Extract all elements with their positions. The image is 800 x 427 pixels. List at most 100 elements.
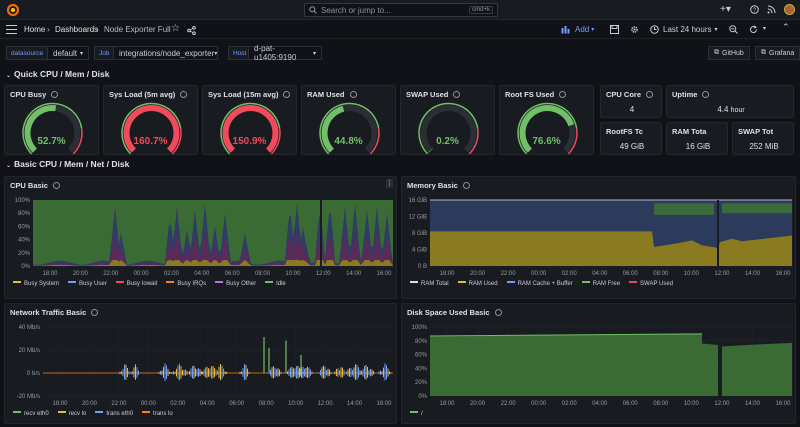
gear-icon[interactable] [630,25,639,34]
info-icon[interactable] [349,91,357,98]
x-tick-label: 14:00 [346,271,362,277]
save-icon[interactable] [610,25,619,34]
row-title-basic[interactable]: ⌄ Basic CPU / Mem / Net / Disk [6,159,129,169]
breadcrumb-dashboards[interactable]: Dashboards [55,25,99,34]
gauge-value: 44.8% [334,136,363,147]
x-tick-label: 18:00 [439,271,455,277]
legend-item[interactable]: Busy Other [215,281,256,287]
search-input[interactable]: Search or jump to... cmd+k [304,3,498,17]
x-tick-label: 18:00 [52,401,68,407]
disk-chart[interactable]: 100% 80% 60% 40% 20% 0% 18:00 20:00 22:00 00:00 02… [402,318,797,418]
panel-network-traffic[interactable]: Network Traffic Basic 40 Mb/s 20 Mb/s 0 b/… [4,303,397,424]
legend-item[interactable]: RAM Cache + Buffer [506,281,573,287]
legend-item[interactable]: / [410,411,423,417]
x-tick-label: 10:00 [684,271,700,277]
variable-select-datasource[interactable]: default ▾ [47,46,89,60]
legend-item[interactable]: Idle [265,281,286,287]
info-icon[interactable] [646,91,654,98]
x-tick-label: 20:00 [73,271,89,277]
y-tick-label: 0 b/s [27,371,40,377]
avatar[interactable] [784,4,795,15]
cpu-chart[interactable]: 100% 80% 60% 40% 20% 0% 18:00 20:00 22:00 00:00 02… [5,191,398,291]
menu-icon[interactable] [6,25,17,34]
x-tick-label: 08:00 [255,271,271,277]
gauge-title: SWAP Used [406,90,461,99]
legend-item[interactable]: Busy System [13,281,59,287]
panel-memory-basic[interactable]: Memory Basic 16 GiB 12 GiB 8 GiB 4 GiB 0 B 18… [401,176,796,299]
legend-swatch [581,281,590,283]
add-button-label: Add [575,24,590,34]
info-icon[interactable] [462,182,470,189]
github-link[interactable]: ⧉ GitHub [708,46,750,60]
info-icon[interactable] [702,91,710,98]
x-tick-label: 00:00 [531,401,547,407]
info-icon[interactable] [52,182,60,189]
legend-item[interactable]: Busy User [68,281,107,287]
legend-swatch [115,281,124,283]
info-icon[interactable] [283,91,291,98]
help-icon[interactable]: ? [750,5,759,14]
time-range-picker[interactable]: Last 24 hours ▾ [650,23,718,36]
legend-label: trans lo [153,411,173,417]
legend-item[interactable]: trans lo [142,411,173,417]
x-tick-label: 12:00 [316,271,332,277]
variable-value-job: integrations/node_exporter [119,48,215,58]
stat-value: 16 GiB [685,142,711,151]
variable-select-host[interactable]: d-pat-u1405:9190 ▾ [248,44,322,62]
info-icon[interactable] [494,309,502,316]
legend-item[interactable]: RAM Used [457,281,498,287]
info-icon[interactable] [180,91,188,98]
row-title-quick[interactable]: ⌄ Quick CPU / Mem / Disk [6,69,109,79]
legend-item[interactable]: recv eth0 [13,411,49,417]
y-tick-label: 100% [412,325,428,331]
gauge-value: 52.7% [37,136,66,147]
legend-item[interactable]: SWAP Used [629,281,673,287]
stat-title: RAM Tota [672,127,707,136]
panel-cpu-basic[interactable]: CPU Basic ⋮ 100% 80% 60% 40% 20% 0% 18:00 20:00… [4,176,397,299]
info-icon[interactable] [91,309,99,316]
info-icon[interactable] [559,91,567,98]
gauge-title: Root FS Used [505,90,567,99]
legend-swatch [506,281,515,283]
legend-label: Busy Other [226,281,257,287]
chevron-down-icon[interactable]: ▾ [763,26,767,32]
legend-item[interactable]: RAM Total [410,281,449,287]
star-icon[interactable]: ☆ [171,23,180,34]
add-button[interactable]: Add ▾ [561,22,594,36]
search-shortcut: cmd+k [469,6,493,14]
collapse-chevron-icon[interactable]: ⌃ [782,22,790,32]
gauge-value: 0.2% [436,136,459,147]
rss-icon[interactable] [767,5,776,14]
zoom-out-icon[interactable] [729,25,738,34]
legend-item[interactable]: RAM Free [581,281,620,287]
legend-item[interactable]: Busy IRQs [166,281,206,287]
chevron-down-icon: ⌄ [6,73,12,79]
info-icon[interactable] [453,91,461,98]
legend-item[interactable]: recv lo [57,411,86,417]
x-tick-label: 02:00 [164,271,180,277]
refresh-icon[interactable] [749,25,758,34]
grafana-logo-icon[interactable] [6,3,20,17]
panel-disk-space[interactable]: Disk Space Used Basic 100% 80% 60% 40% 20% 0%… [401,303,796,424]
chart-legend: / [410,411,423,417]
network-chart[interactable]: 40 Mb/s 20 Mb/s 0 b/s -20 Mb/s 18:00 20:00 22:… [5,318,398,418]
panel-menu-icon[interactable]: ⋮ [386,179,393,188]
grafana-link[interactable]: ⧉ Grafana [755,46,800,60]
breadcrumb-home[interactable]: Home [24,25,46,34]
legend-swatch [166,281,175,283]
memory-chart[interactable]: 16 GiB 12 GiB 8 GiB 4 GiB 0 B 18:00 20:00 22:00… [402,191,797,291]
gauge-threshold-green [418,102,479,155]
share-icon[interactable] [187,26,196,35]
gauge-threshold-red [72,128,83,155]
x-tick-label: 04:00 [194,271,210,277]
new-plus-icon[interactable]: +▾ [720,4,731,15]
gauge-arc [319,102,380,155]
variable-select-job[interactable]: integrations/node_exporter ▾ [113,46,218,60]
search-icon [309,6,317,14]
legend-item[interactable]: trans eth0 [95,411,133,417]
info-icon[interactable] [51,91,59,98]
stat-value: 4 [629,105,635,114]
legend-item[interactable]: Busy Iowait [115,281,157,287]
external-link-icon: ⧉ [761,49,766,56]
gauge-fill [123,105,180,153]
